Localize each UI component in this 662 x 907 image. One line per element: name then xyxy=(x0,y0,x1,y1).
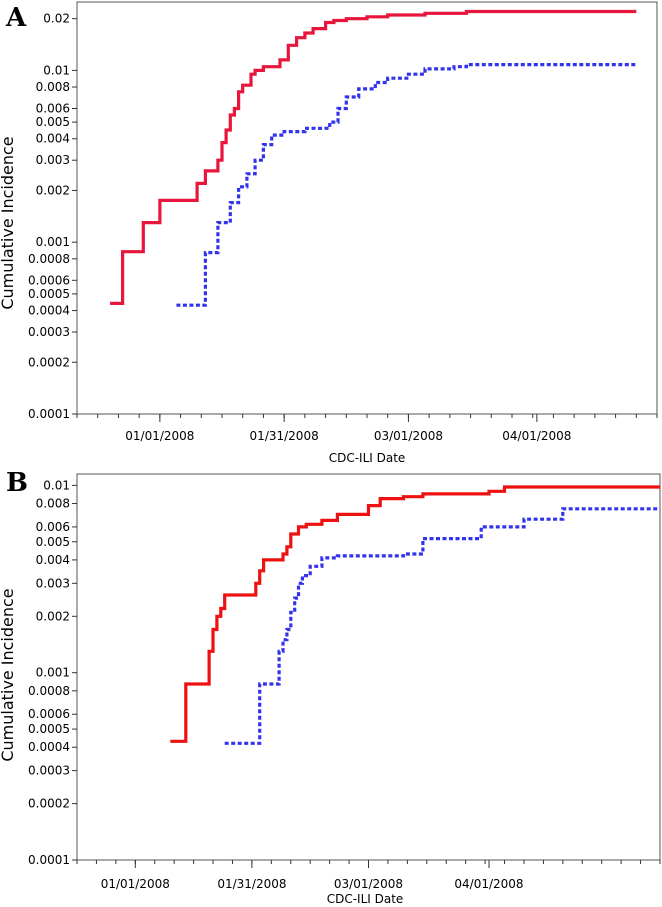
panel-b-letter: B xyxy=(6,468,28,498)
panel-a-y-tick-label: 0.0003 xyxy=(28,325,70,339)
panel-b-x-tick-label: 01/31/2008 xyxy=(217,877,286,891)
panel-b-y-tick-label: 0.008 xyxy=(36,497,70,511)
panel-a-x-tick-label: 01/31/2008 xyxy=(250,429,319,443)
panel-b-y-tick-label: 0.001 xyxy=(36,666,70,680)
panel-b-y-tick-label: 0.006 xyxy=(36,520,70,534)
panel-b-x-tick-label: 03/01/2008 xyxy=(334,877,403,891)
panel-b-y-tick-label: 0.0003 xyxy=(28,764,70,778)
panel-b-y-tick-label: 0.0004 xyxy=(28,740,70,754)
panel-a-y-tick-label: 0.006 xyxy=(36,101,70,115)
panel-a-x-axis: 01/01/2008 01/31/2008 03/01/2008 04/01/2008 xyxy=(76,414,658,443)
panel-a-x-tick-label: 04/01/2008 xyxy=(502,429,571,443)
panel-a-y-tick-label: 0.008 xyxy=(36,80,70,94)
panel-b-series-solid-line xyxy=(170,485,660,743)
panel-a-y-tick-label: 0.005 xyxy=(36,115,70,129)
panel-b-y-tick-label: 0.0008 xyxy=(28,684,70,698)
panel-b-y-tick-label: 0.005 xyxy=(36,535,70,549)
panel-b-y-tick-label: 0.0005 xyxy=(28,722,70,736)
panel-a-series-solid-line xyxy=(110,9,637,305)
panel-a-y-tick-label: 0.0004 xyxy=(28,304,70,318)
panel-b-x-tick-label: 04/01/2008 xyxy=(454,877,523,891)
panel-a-y-tick-label: 0.0001 xyxy=(28,407,70,421)
panel-a: A 0.00010.00020.00030.00040.00050.00060.… xyxy=(0,1,658,465)
panel-a-y-tick-label: 0.0008 xyxy=(28,252,70,266)
panel-b-x-axis-label: CDC-ILI Date xyxy=(327,892,404,906)
panel-b-y-tick-label: 0.003 xyxy=(36,576,70,590)
panel-a-y-tick-label: 0.001 xyxy=(36,235,70,249)
panel-b-series-dotted-line xyxy=(224,507,660,745)
panel-a-y-tick-label: 0.02 xyxy=(43,12,70,26)
panel-b-y-tick-label: 0.004 xyxy=(36,553,70,567)
panel-a-y-tick-label: 0.0006 xyxy=(28,273,70,287)
panel-a-y-tick-label: 0.01 xyxy=(43,63,70,77)
panel-b-x-tick-label: 01/01/2008 xyxy=(101,877,170,891)
panel-a-letter: A xyxy=(5,3,27,33)
panel-b-y-axis-label: Cumulative Incidence xyxy=(0,588,17,761)
panel-b-x-axis: 01/01/2008 01/31/2008 03/01/2008 04/01/2008 xyxy=(76,860,661,891)
panel-a-series-dotted-line xyxy=(176,62,637,307)
panel-a-y-axis-label: Cumulative Incidence xyxy=(0,136,17,309)
panel-a-x-axis-label: CDC-ILI Date xyxy=(329,451,406,465)
panel-b-y-tick-label: 0.0006 xyxy=(28,707,70,721)
panel-a-series-layer xyxy=(110,9,637,307)
panel-a-y-tick-label: 0.004 xyxy=(36,132,70,146)
panel-a-y-tick-label: 0.003 xyxy=(36,153,70,167)
panel-b-y-tick-label: 0.01 xyxy=(43,478,70,492)
panel-b-series-layer xyxy=(170,485,660,745)
panel-b-y-tick-label: 0.0001 xyxy=(28,853,70,867)
panel-b-y-tick-label: 0.0002 xyxy=(28,797,70,811)
panel-b-y-tick-label: 0.002 xyxy=(36,609,70,623)
panel-b-plot-frame xyxy=(76,473,661,861)
panel-a-x-tick-label: 03/01/2008 xyxy=(374,429,443,443)
panel-a-x-tick-label: 01/01/2008 xyxy=(125,429,194,443)
panel-b: B 0.00010.00020.00030.00040.00050.00060.… xyxy=(0,468,661,906)
panel-a-y-tick-label: 0.0005 xyxy=(28,287,70,301)
panel-a-y-tick-label: 0.002 xyxy=(36,183,70,197)
panel-a-y-tick-label: 0.0002 xyxy=(28,355,70,369)
